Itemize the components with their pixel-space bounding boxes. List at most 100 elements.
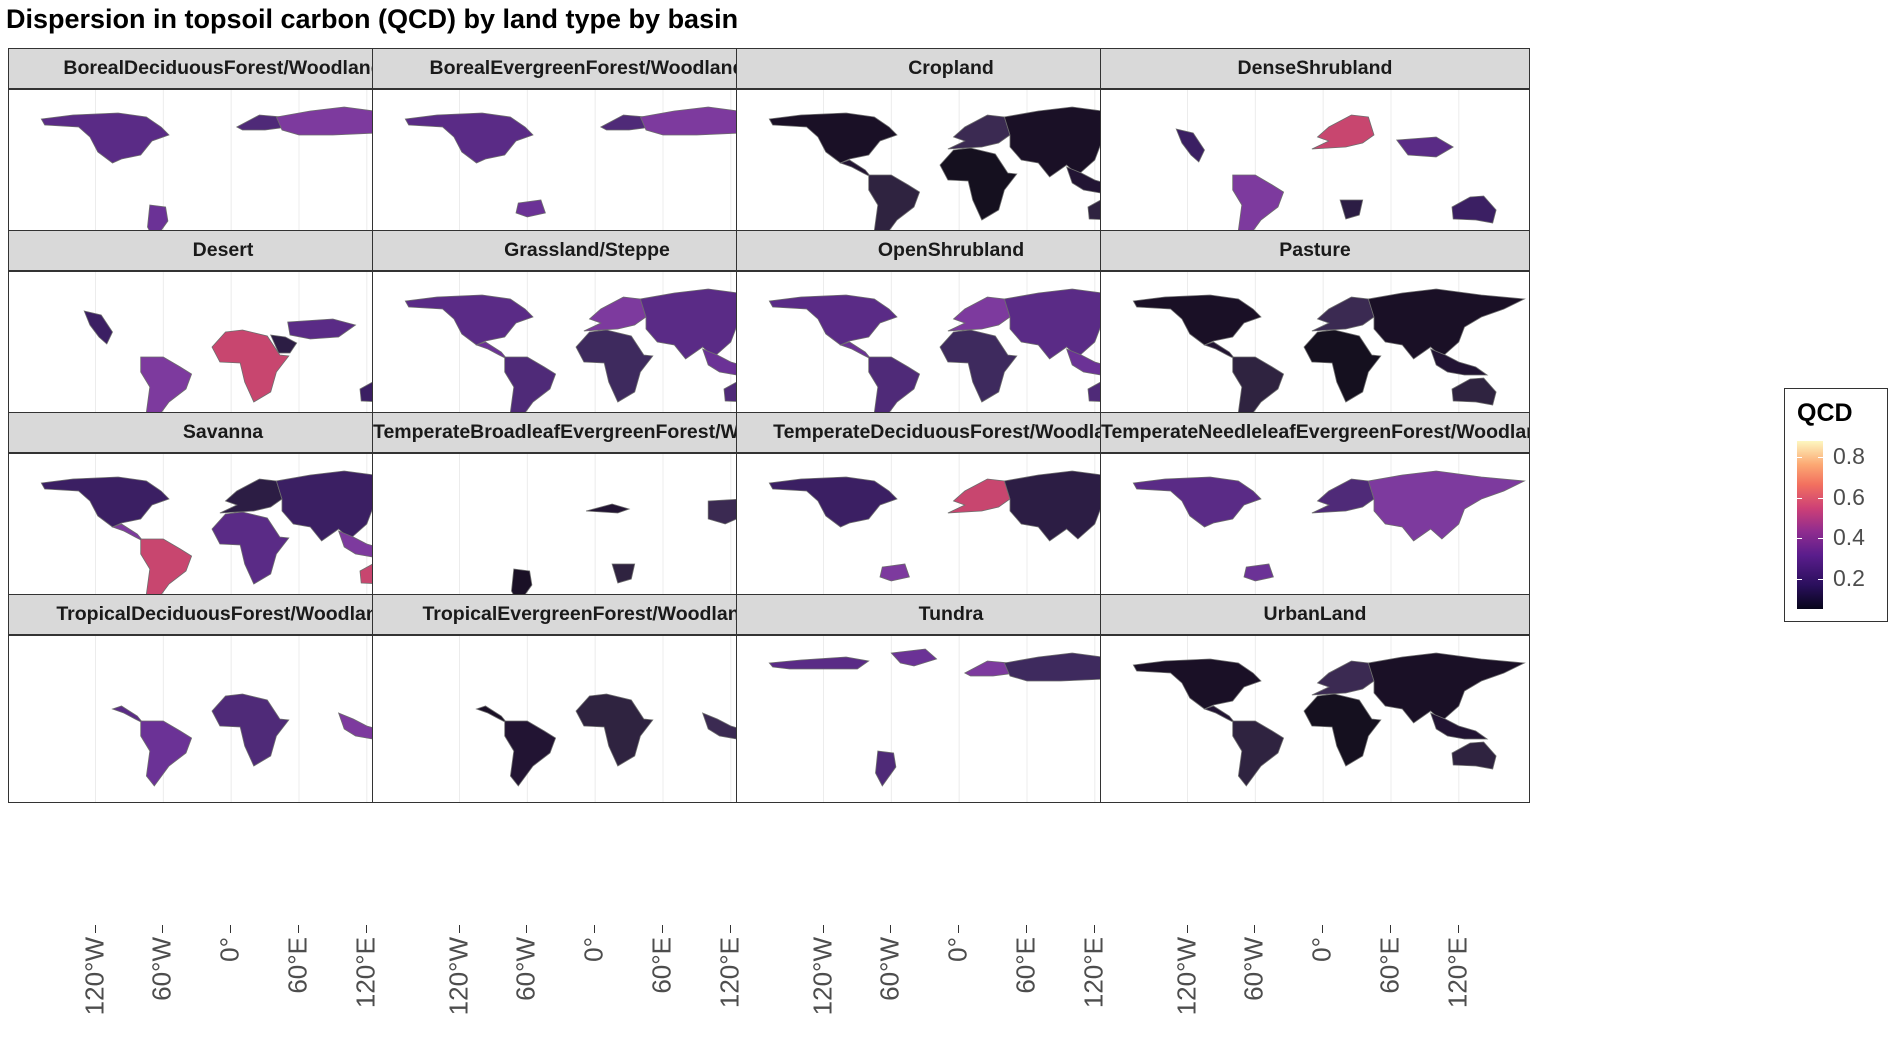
basin-region-sa <box>504 356 557 423</box>
basin-region-sa <box>140 356 193 423</box>
facet-strip-label: Tundra <box>736 594 1166 635</box>
basin-region-cam <box>1203 705 1236 724</box>
x-tick-label: 120°E <box>714 937 745 1009</box>
x-tick <box>1390 925 1391 933</box>
basin-region-eur <box>1311 114 1375 150</box>
basin-region-na <box>40 476 170 528</box>
x-tick-label: 60°E <box>646 937 677 994</box>
x-tick-label: 0° <box>1306 937 1337 962</box>
legend-tick <box>1797 457 1802 459</box>
basin-region-na <box>768 112 898 164</box>
x-tick <box>1026 925 1027 933</box>
basin-region-cam <box>839 341 872 360</box>
basin-region-sea <box>1429 348 1489 376</box>
basin-region-afr-south <box>1339 199 1364 220</box>
facet-panel: Desert <box>8 230 438 439</box>
basin-region-sa <box>1232 174 1285 241</box>
map-panel <box>736 453 1166 621</box>
x-tick <box>822 925 824 933</box>
facet-strip-label: TropicalEvergreenForest/Woodland <box>372 594 802 635</box>
facet-strip-label: TemperateDeciduousForest/Woodland <box>736 412 1166 453</box>
basin-region-afr <box>939 329 1018 403</box>
facet-strip-label: Pasture <box>1100 230 1530 271</box>
basin-region-sa <box>140 538 193 605</box>
x-tick <box>729 925 731 933</box>
legend-tick-label: 0.6 <box>1833 483 1865 510</box>
basin-region-asia <box>1367 288 1526 360</box>
basin-region-sa <box>868 174 921 241</box>
basin-region-na-west <box>1175 128 1205 163</box>
x-tick-label: 120°E <box>350 937 381 1009</box>
x-tick-label: 0° <box>214 937 245 962</box>
basin-region-eur <box>1311 660 1375 696</box>
x-tick <box>1457 925 1459 933</box>
x-tick <box>1254 925 1256 933</box>
basin-region-sa <box>1232 356 1285 423</box>
x-tick <box>1322 925 1324 933</box>
basin-region-na-north <box>768 656 870 670</box>
x-tick-label: 0° <box>578 937 609 962</box>
facet-panel: Pasture <box>1100 230 1530 439</box>
basin-region-afr-south <box>611 563 636 584</box>
basin-region-cam <box>839 159 872 178</box>
legend-tick-label: 0.2 <box>1833 564 1865 591</box>
basin-region-aus <box>1451 741 1497 770</box>
basin-region-eu-south <box>585 503 631 514</box>
legend-tick-label: 0.8 <box>1833 443 1865 470</box>
basin-region-sa-blob <box>515 199 546 218</box>
x-tick <box>94 925 96 933</box>
basin-region-afr <box>1303 693 1382 767</box>
basin-region-afr <box>211 693 290 767</box>
basin-region-eur <box>947 114 1011 150</box>
x-tick <box>298 925 299 933</box>
legend-tick <box>1818 538 1823 540</box>
legend-tick <box>1818 497 1823 499</box>
facet-panel: UrbanLand <box>1100 594 1530 803</box>
basin-region-na <box>1132 476 1262 528</box>
basin-region-sa <box>1232 720 1285 787</box>
world-map <box>459 636 761 802</box>
legend-tick-label: 0.4 <box>1833 524 1865 551</box>
basin-region-eur <box>1311 296 1375 332</box>
basin-region-na <box>404 112 534 164</box>
basin-region-cam <box>111 523 144 542</box>
x-tick-label: 60°W <box>1238 937 1269 1001</box>
world-map <box>768 272 1162 438</box>
x-tick <box>662 925 663 933</box>
world-map <box>1132 454 1526 620</box>
facet-strip-label: BorealEvergreenForest/Woodland <box>372 48 802 89</box>
x-tick-label: 60°E <box>1374 937 1405 994</box>
basin-region-afr <box>575 693 654 767</box>
basin-region-cam <box>1203 341 1236 360</box>
facet-strip-label: TemperateNeedleleafEvergreenForest/Woodl… <box>1100 412 1530 453</box>
x-tick-label: 120°W <box>443 937 474 1016</box>
map-panel <box>1100 271 1530 439</box>
facet-strip-label: BorealDeciduousForest/Woodland <box>8 48 438 89</box>
facet-strip-label: Desert <box>8 230 438 271</box>
facet-strip-label: Savanna <box>8 412 438 453</box>
facet-panel: Cropland <box>736 48 1166 257</box>
basin-region-afr <box>939 147 1018 221</box>
x-tick <box>526 925 528 933</box>
map-panel <box>1100 635 1530 803</box>
basin-region-afr <box>211 511 290 585</box>
facet-panel: TemperateDeciduousForest/Woodland <box>736 412 1166 621</box>
x-tick-label: 120°E <box>1078 937 1109 1009</box>
basin-region-afr <box>1303 329 1382 403</box>
world-map <box>1175 90 1497 256</box>
basin-region-sa <box>140 720 193 787</box>
facet-panel: BorealDeciduousForest/Woodland <box>8 48 438 257</box>
x-tick <box>890 925 892 933</box>
x-tick-label: 0° <box>942 937 973 962</box>
x-tick <box>365 925 367 933</box>
legend-tick <box>1797 578 1802 580</box>
basin-region-eur <box>947 478 1011 514</box>
basin-region-na <box>768 294 898 346</box>
facet-panel: DenseShrubland <box>1100 48 1530 257</box>
facet-strip-label: UrbanLand <box>1100 594 1530 635</box>
facet-strip-label: TropicalDeciduousForest/Woodland <box>8 594 438 635</box>
facet-panel: Grassland/Steppe <box>372 230 802 439</box>
x-tick <box>1093 925 1095 933</box>
basin-region-grl <box>890 648 938 667</box>
basin-region-sa <box>504 720 557 787</box>
